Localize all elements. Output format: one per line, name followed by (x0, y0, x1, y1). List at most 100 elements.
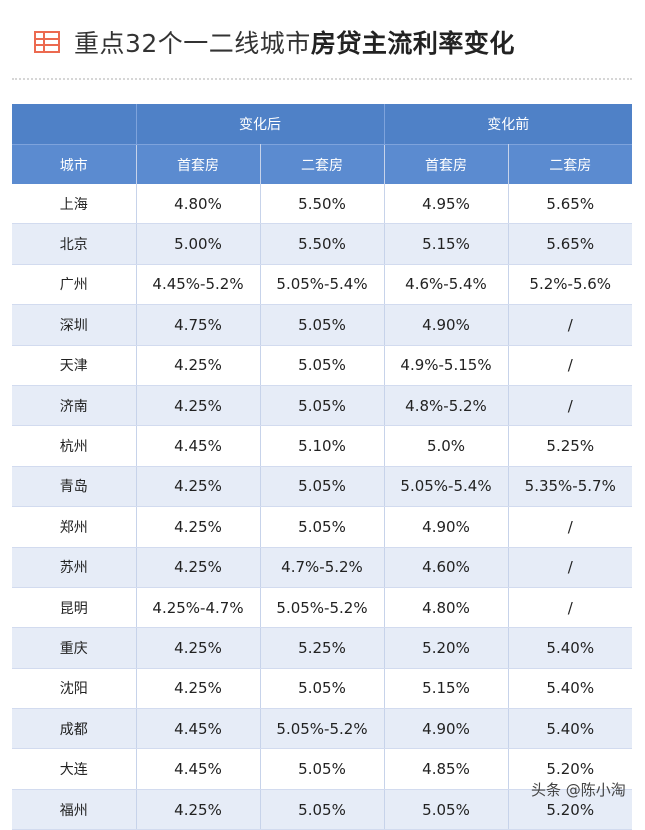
table-row: 大连 4.45% 5.05% 4.85% 5.20% (12, 748, 632, 790)
column-header: 首套房 (136, 144, 261, 184)
rate-cell: 4.9%-5.15% (384, 345, 509, 386)
rate-cell: 4.90% (384, 304, 509, 346)
rate-cell: / (508, 304, 632, 346)
city-cell: 郑州 (12, 506, 137, 548)
rate-cell: 5.65% (508, 184, 632, 225)
rate-cell: 4.25% (136, 547, 261, 588)
title-prefix: 重点32个一二线城市 (74, 29, 311, 58)
table-row: 深圳 4.75% 5.05% 4.90% / (12, 304, 632, 346)
rate-cell: 4.45% (136, 748, 261, 790)
rate-cell: 4.25% (136, 627, 261, 669)
table-row: 成都 4.45% 5.05%-5.2% 4.90% 5.40% (12, 708, 632, 750)
rate-cell: 4.90% (384, 708, 509, 750)
city-cell: 昆明 (12, 587, 137, 629)
rate-cell: 4.25% (136, 385, 261, 427)
table-row: 杭州 4.45% 5.10% 5.0% 5.25% (12, 425, 632, 467)
rate-cell: 5.05% (260, 748, 385, 790)
group-header-row: 变化后 变化前 (12, 104, 632, 145)
rate-cell: 5.05%-5.4% (384, 466, 509, 508)
rate-cell: 4.7%-5.2% (260, 547, 385, 588)
table-row: 苏州 4.25% 4.7%-5.2% 4.60% / (12, 547, 632, 588)
rate-cell: / (508, 547, 632, 588)
table-icon (34, 31, 60, 53)
rate-cell: 4.25% (136, 345, 261, 386)
rate-cell: 5.05% (260, 345, 385, 386)
rate-cell: 5.65% (508, 223, 632, 265)
city-cell: 广州 (12, 264, 137, 306)
rate-cell: 4.60% (384, 547, 509, 588)
rate-cell: 4.85% (384, 748, 509, 790)
rate-cell: 5.05% (260, 466, 385, 508)
table-row: 北京 5.00% 5.50% 5.15% 5.65% (12, 223, 632, 265)
rate-cell: 5.05%-5.2% (260, 708, 385, 750)
divider (12, 78, 632, 80)
city-cell: 上海 (12, 184, 137, 225)
rate-cell: 4.25% (136, 506, 261, 548)
table-row: 济南 4.25% 5.05% 4.8%-5.2% / (12, 385, 632, 427)
rate-cell: 5.20% (508, 748, 632, 790)
rate-cell: 5.35%-5.7% (508, 466, 632, 508)
rate-cell: 4.6%-5.4% (384, 264, 509, 306)
rate-cell: 4.80% (136, 184, 261, 225)
rate-cell: 4.25% (136, 668, 261, 710)
rate-cell: 5.50% (260, 223, 385, 265)
table-row: 上海 4.80% 5.50% 4.95% 5.65% (12, 184, 632, 225)
rate-cell: 5.05% (260, 789, 385, 830)
group-header-after: 变化后 (136, 104, 385, 145)
rate-cell: 4.45% (136, 425, 261, 467)
rate-cell: 5.25% (260, 627, 385, 669)
rate-cell: / (508, 345, 632, 386)
rate-cell: 4.25%-4.7% (136, 587, 261, 629)
rate-cell: 5.15% (384, 668, 509, 710)
rate-cell: 4.45% (136, 708, 261, 750)
rate-cell: 5.05%-5.2% (260, 587, 385, 629)
rate-cell: 5.05% (260, 385, 385, 427)
rate-cell: 5.05% (260, 506, 385, 548)
rate-cell: 4.8%-5.2% (384, 385, 509, 427)
column-header-row: 城市 首套房 二套房 首套房 二套房 (12, 144, 632, 184)
rate-cell: / (508, 385, 632, 427)
table-row: 郑州 4.25% 5.05% 4.90% / (12, 506, 632, 548)
rate-cell: / (508, 587, 632, 629)
city-cell: 青岛 (12, 466, 137, 508)
city-cell: 杭州 (12, 425, 137, 467)
city-cell: 深圳 (12, 304, 137, 346)
city-cell: 福州 (12, 789, 137, 830)
rate-cell: 4.45%-5.2% (136, 264, 261, 306)
rate-cell: 5.0% (384, 425, 509, 467)
rate-cell: 5.40% (508, 627, 632, 669)
table-row: 广州 4.45%-5.2% 5.05%-5.4% 4.6%-5.4% 5.2%-5.6% (12, 264, 632, 306)
rate-cell: 5.2%-5.6% (508, 264, 632, 306)
city-cell: 沈阳 (12, 668, 137, 710)
rate-cell: 4.90% (384, 506, 509, 548)
rate-cell: 5.10% (260, 425, 385, 467)
table-row: 重庆 4.25% 5.25% 5.20% 5.40% (12, 627, 632, 669)
rates-table: 变化后 变化前 城市 首套房 二套房 首套房 二套房 上海 4.80% 5.50% 4… (12, 104, 632, 830)
table-row: 昆明 4.25%-4.7% 5.05%-5.2% 4.80% / (12, 587, 632, 629)
rate-cell: 5.15% (384, 223, 509, 265)
table-row: 天津 4.25% 5.05% 4.9%-5.15% / (12, 345, 632, 386)
rate-cell: 5.20% (384, 627, 509, 669)
page-header: 重点32个一二线城市房贷主流利率变化 (0, 0, 645, 82)
title-bold: 房贷主流利率变化 (310, 29, 515, 58)
city-cell: 天津 (12, 345, 137, 386)
table-row: 沈阳 4.25% 5.05% 5.15% 5.40% (12, 668, 632, 710)
rate-cell: 4.95% (384, 184, 509, 225)
group-header-before: 变化前 (384, 104, 632, 145)
table-body: 上海 4.80% 5.50% 4.95% 5.65% 北京 5.00% 5.50% 5.15% 5… (12, 184, 632, 830)
column-header: 二套房 (508, 144, 632, 184)
column-header: 首套房 (384, 144, 509, 184)
header-blank (12, 104, 137, 145)
rate-cell: 5.40% (508, 708, 632, 750)
city-cell: 苏州 (12, 547, 137, 588)
rate-cell: 5.00% (136, 223, 261, 265)
rate-cell: 5.05%-5.4% (260, 264, 385, 306)
rate-cell: 4.80% (384, 587, 509, 629)
rate-cell: 4.25% (136, 789, 261, 830)
rate-cell: 5.40% (508, 668, 632, 710)
city-cell: 大连 (12, 748, 137, 790)
rate-cell: 5.05% (384, 789, 509, 830)
city-cell: 济南 (12, 385, 137, 427)
column-header: 城市 (12, 144, 137, 184)
rate-cell: / (508, 506, 632, 548)
